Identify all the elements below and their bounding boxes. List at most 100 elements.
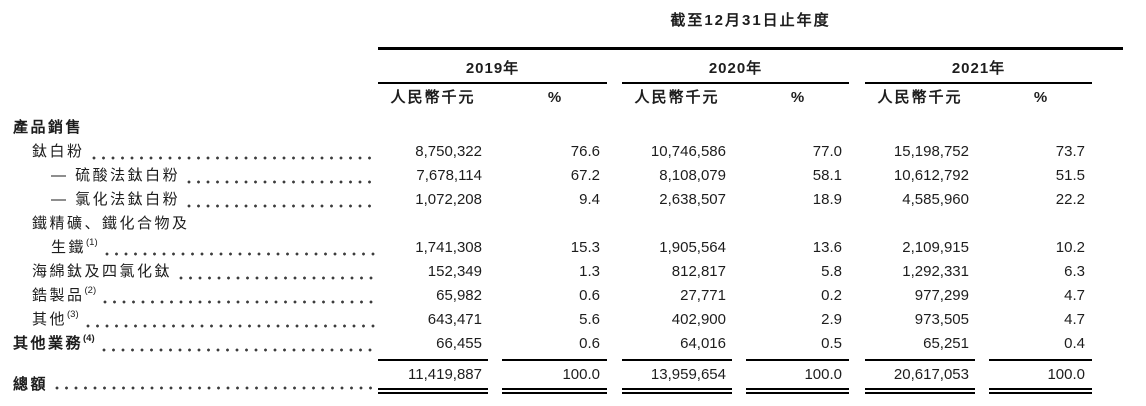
row-label-text: 其他業務(4) [13,333,95,352]
col-header-pct-2021: % [1033,89,1048,106]
table-header-title-row: 截至12月31日止年度 [13,10,1123,32]
year-group-g2: 402,900 2.9 [622,308,849,332]
pct-cell: 1.3 [579,263,600,280]
row-label-line1: 鐵精礦、鐵化合物及 [13,212,378,236]
year-group-g1: 7,678,114 67.2 [378,164,607,188]
year-group-g1: 66,455 0.6 [378,332,607,356]
footnote-marker: (1) [86,237,98,248]
year-group-g2: 64,016 0.5 [622,332,849,356]
year-group-g1: 152,349 1.3 [378,260,607,284]
row-label-text: 鈦白粉 [32,143,85,160]
amount-cell: 8,750,322 [415,143,482,160]
amount-cell: 402,900 [671,311,726,328]
row-label: 鋯製品(2) [13,284,378,308]
table-body: 產品銷售鈦白粉 8,750,322 76.6 10,746,586 77.0 15,198… [13,116,1123,394]
table-row: 鐵精礦、鐵化合物及 生鐵(1) 1,741,308 15.3 1,905,564 13.6… [13,212,1123,260]
row-label: 鈦白粉 [13,140,378,164]
table-row: 產品銷售 [13,116,1123,140]
year-group-g3: 65,251 0.4 [865,332,1092,356]
year-header-2020: 2020年 [622,50,849,84]
year-group-g2: 1,905,564 13.6 [622,236,849,260]
row-label-text: 產品銷售 [13,119,84,136]
pct-cell: 0.6 [579,335,600,352]
amount-cell: 20,617,053 [865,359,975,394]
pct-cell: 58.1 [812,167,842,184]
year-group-g3: 10,612,792 51.5 [865,164,1092,188]
header-top-rule-row [13,32,1123,50]
pct-cell: 76.6 [570,143,600,160]
dot-leader [187,204,375,208]
footnote-marker: (2) [84,285,97,296]
row-label-text: 鐵精礦、鐵化合物及 [32,215,190,232]
amount-cell: 4,585,960 [902,191,969,208]
amount-cell: 1,292,331 [902,263,969,280]
sub-header-row: 人民幣千元 % 人民幣千元 % 人民幣千元 % [13,86,1123,110]
year-group-g1: 643,471 5.6 [378,308,607,332]
table-row: — 硫酸法鈦白粉 7,678,114 67.2 8,108,079 58.1 10,612… [13,164,1123,188]
year-group-g2: 10,746,586 77.0 [622,140,849,164]
year-group-g2: 2,638,507 18.9 [622,188,849,212]
year-group-g2: 27,771 0.2 [622,284,849,308]
row-label-text: 海綿鈦及四氯化鈦 [32,263,173,280]
row-label: 產品銷售 [13,116,378,140]
amount-cell: 812,817 [671,263,726,280]
year-group-g3: 973,505 4.7 [865,308,1092,332]
pct-cell: 0.2 [821,287,842,304]
pct-cell: 18.9 [812,191,842,208]
pct-cell: 100.0 [989,359,1092,394]
year-group-g2: 8,108,079 58.1 [622,164,849,188]
table-row: 其他(3) 643,471 5.6 402,900 2.9 973,505 4.7 [13,308,1123,332]
table-row: — 氯化法鈦白粉 1,072,208 9.4 2,638,507 18.9 4,585,9… [13,188,1123,212]
amount-cell: 643,471 [427,311,482,328]
row-label-text: 總額 [13,376,49,393]
year-group-g3: 15,198,752 73.7 [865,140,1092,164]
dot-leader [85,324,375,328]
year-group-g1: 1,072,208 9.4 [378,188,607,212]
revenue-breakdown-table: 截至12月31日止年度 2019年 2020年 2021年 人民幣千元 % [13,10,1123,394]
footnote-marker: (3) [67,309,79,320]
amount-cell: 65,982 [436,287,482,304]
col-header-amount-2021: 人民幣千元 [877,89,963,106]
pct-cell: 9.4 [579,191,600,208]
amount-cell: 973,505 [914,311,969,328]
dot-leader [187,180,375,184]
pct-cell: 0.4 [1064,335,1085,352]
row-label-text: 鋯製品(2) [32,285,97,304]
year-group-g1: 11,419,887 100.0 [378,359,607,394]
row-label-text: 其他(3) [32,309,79,328]
row-label: — 硫酸法鈦白粉 [13,164,378,188]
pct-cell: 73.7 [1055,143,1085,160]
year-group-g1: 65,982 0.6 [378,284,607,308]
dot-leader [103,300,375,304]
amount-cell: 2,638,507 [659,191,726,208]
amount-cell: 27,771 [680,287,726,304]
dot-leader [101,348,375,352]
row-label: 其他(3) [13,308,378,332]
pct-cell: 51.5 [1055,167,1085,184]
pct-cell: 15.3 [570,239,600,256]
pct-cell: 0.6 [579,287,600,304]
year-group-g2: 812,817 5.8 [622,260,849,284]
year-group-g3: 20,617,053 100.0 [865,359,1092,394]
pct-cell: 5.6 [579,311,600,328]
dot-leader [179,276,375,280]
amount-cell: 15,198,752 [893,143,969,160]
year-group-g1: 8,750,322 76.6 [378,140,607,164]
pct-cell: 67.2 [570,167,600,184]
pct-cell: 4.7 [1064,287,1085,304]
pct-cell: 10.2 [1055,239,1085,256]
amount-cell: 1,072,208 [415,191,482,208]
dot-leader [55,386,375,390]
row-label: 其他業務(4) [13,332,378,356]
total-row: 總額 11,419,887 100.0 13,959,654 100.0 20,617,0… [13,359,1123,394]
pct-cell: 4.7 [1064,311,1085,328]
amount-cell: 66,455 [436,335,482,352]
row-label-text: — 氯化法鈦白粉 [51,191,181,208]
pct-cell: 100.0 [746,359,849,394]
amount-cell: 7,678,114 [416,167,482,184]
row-label: 總額 [13,366,378,394]
pct-cell: 77.0 [812,143,842,160]
amount-cell: 977,299 [914,287,969,304]
row-label-text: 生鐵(1) [51,237,98,256]
